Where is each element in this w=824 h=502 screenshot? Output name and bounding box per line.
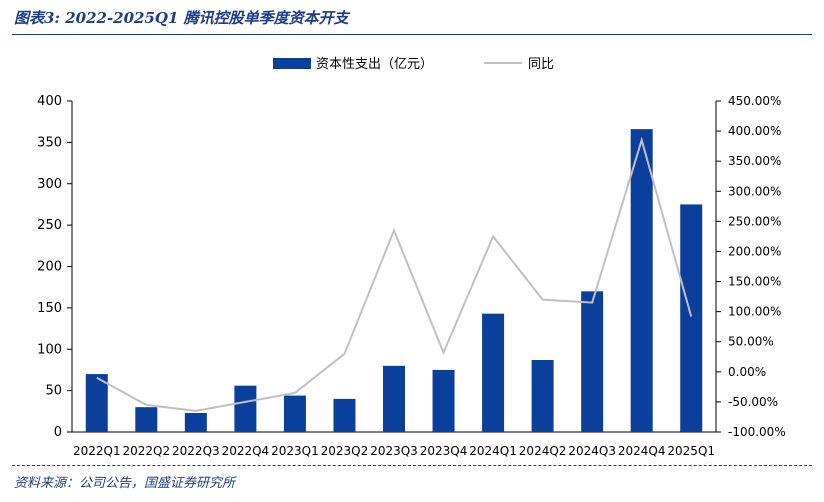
bar-2024Q1 — [482, 313, 505, 432]
left-tick-label: 100 — [37, 342, 62, 357]
right-tick-label: 200.00% — [728, 244, 781, 258]
x-tick-labels: 2022Q1 2022Q2 2022Q3 2022Q4 2023Q1 2023Q2 2023… — [73, 444, 715, 458]
x-tick-label: 2023Q2 — [321, 444, 369, 458]
x-tick-label: 2024Q1 — [469, 444, 517, 458]
bar-2025Q1 — [680, 204, 703, 432]
left-tick-label: 400 — [37, 94, 62, 109]
right-tick-label: 250.00% — [728, 214, 781, 228]
x-tick-label: 2024Q2 — [519, 444, 567, 458]
x-tick-label: 2023Q1 — [271, 444, 319, 458]
right-tick-label: 350.00% — [728, 154, 781, 168]
right-tick-label: 400.00% — [728, 124, 781, 138]
bar-2024Q3 — [581, 291, 604, 432]
yoy-line — [96, 136, 693, 412]
bar-2023Q3 — [383, 365, 405, 432]
left-tick-label: 250 — [37, 218, 62, 233]
left-tick-label: 0 — [54, 425, 62, 440]
figure-header: 图表3: 2022-2025Q1 腾讯控股单季度资本开支 — [14, 9, 349, 27]
x-tick-label: 2024Q3 — [568, 444, 616, 458]
bar-series — [85, 129, 703, 432]
legend: 资本性支出（亿元） 同比 — [273, 57, 554, 72]
left-tick-label: 200 — [37, 260, 62, 275]
bar-2022Q4 — [234, 385, 257, 432]
x-tick-label: 2022Q2 — [122, 444, 170, 458]
x-tick-label: 2023Q3 — [370, 444, 418, 458]
x-tick-label: 2024Q4 — [618, 444, 666, 458]
left-tick-label: 50 — [45, 384, 62, 399]
source-note: 资料来源：公司公告，国盛证券研究所 — [14, 476, 236, 491]
left-tick-label: 150 — [37, 301, 62, 316]
bar-2024Q4 — [630, 129, 653, 432]
x-tick-label: 2022Q1 — [73, 444, 121, 458]
right-tick-label: 300.00% — [728, 184, 781, 198]
legend-bar-swatch — [273, 58, 311, 69]
bar-2022Q2 — [135, 407, 158, 432]
right-tick-label: 50.00% — [728, 335, 774, 349]
bar-2024Q2 — [531, 360, 554, 432]
right-tick-label: -50.00% — [728, 395, 778, 409]
right-tick-label: 100.00% — [728, 305, 781, 319]
x-tick-label: 2023Q4 — [420, 444, 468, 458]
left-tick-label: 350 — [37, 135, 62, 150]
right-tick-label: -100.00% — [728, 425, 786, 439]
bar-2023Q4 — [432, 369, 455, 432]
bar-2023Q2 — [333, 398, 356, 432]
bar-2022Q3 — [184, 412, 207, 432]
x-tick-label: 2025Q1 — [667, 444, 715, 458]
left-tick-label: 300 — [37, 177, 62, 192]
footer-rule — [12, 465, 812, 466]
bar-2023Q1 — [283, 395, 306, 432]
right-tick-label: 450.00% — [728, 94, 781, 108]
legend-bar-label: 资本性支出（亿元） — [316, 57, 433, 72]
x-tick-label: 2022Q4 — [222, 444, 270, 458]
legend-line-label: 同比 — [528, 57, 554, 72]
right-tick-label: 150.00% — [728, 275, 781, 289]
x-tick-label: 2022Q3 — [172, 444, 220, 458]
axes: 0 50 100 150 200 250 300 350 400 -100.00% -50.00% 0… — [37, 94, 786, 440]
right-tick-label: 0.00% — [728, 365, 766, 379]
header-rule — [12, 34, 812, 35]
bar-2022Q1 — [85, 374, 108, 432]
